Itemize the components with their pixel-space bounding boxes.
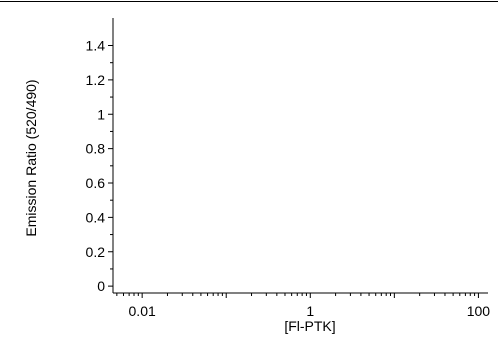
y-tick-label: 0.8 [86, 141, 106, 157]
y-tick-label: 1.4 [86, 38, 106, 54]
y-tick-label: 0.6 [86, 175, 106, 191]
axes: 0 0.2 0.4 0.6 0.8 1 1.2 1.4 0.01 1 100 [86, 18, 491, 319]
y-tick-label: 0.2 [86, 244, 106, 260]
x-axis-title: [Fl-PTK] [284, 318, 335, 334]
y-tick-label: 0.4 [86, 209, 106, 225]
y-axis-title: Emission Ratio (520/490) [23, 79, 39, 236]
y-tick-label: 1.2 [86, 72, 106, 88]
x-tick-label: 100 [467, 303, 491, 319]
x-tick-label: 0.01 [129, 303, 156, 319]
x-tick-label: 1 [306, 303, 314, 319]
y-tick-label: 1 [97, 106, 105, 122]
y-tick-label: 0 [97, 278, 105, 294]
